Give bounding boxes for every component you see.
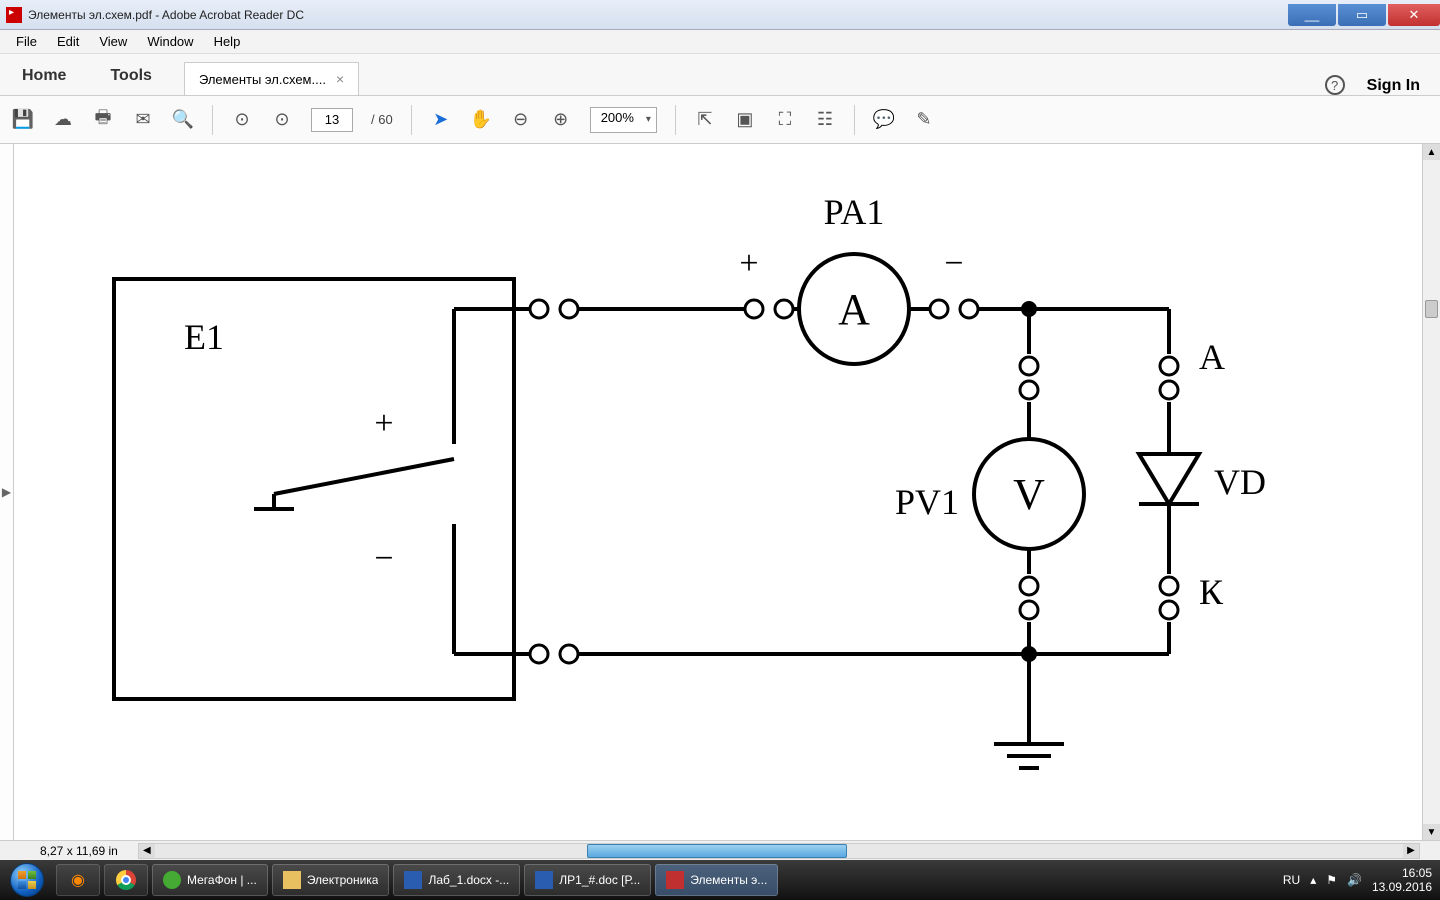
fit-width-icon[interactable]: ⇱ bbox=[694, 109, 716, 131]
search-icon[interactable]: 🔍 bbox=[172, 109, 194, 131]
taskbar-app[interactable]: Лаб_1.docx -... bbox=[393, 864, 520, 896]
svg-text:PA1: PA1 bbox=[824, 192, 885, 232]
tray-flag-icon[interactable]: ⚑ bbox=[1326, 873, 1337, 887]
tray-volume-icon[interactable]: 🔊 bbox=[1347, 873, 1362, 887]
taskbar-chrome-icon[interactable] bbox=[104, 864, 148, 896]
page-number-input[interactable] bbox=[311, 108, 353, 132]
svg-text:К: К bbox=[1199, 572, 1224, 612]
svg-text:+: + bbox=[374, 405, 393, 442]
svg-text:V: V bbox=[1013, 470, 1045, 519]
vertical-scrollbar[interactable]: ▲ ▼ bbox=[1422, 144, 1440, 840]
zoom-in-icon[interactable]: ⊕ bbox=[550, 109, 572, 131]
hand-icon[interactable]: ✋ bbox=[470, 109, 492, 131]
window-titlebar: Элементы эл.схем.pdf - Adobe Acrobat Rea… bbox=[0, 0, 1440, 30]
minimize-button[interactable]: __ bbox=[1288, 4, 1336, 26]
sign-icon[interactable]: ✎ bbox=[913, 109, 935, 131]
tab-close-icon[interactable]: × bbox=[336, 71, 344, 87]
help-icon[interactable]: ? bbox=[1325, 75, 1345, 95]
taskbar-media-icon[interactable]: ◉ bbox=[56, 864, 100, 896]
menu-window[interactable]: Window bbox=[139, 32, 201, 51]
maximize-button[interactable]: ▭ bbox=[1338, 4, 1386, 26]
scroll-down-icon[interactable]: ▼ bbox=[1423, 824, 1440, 840]
page-up-icon[interactable]: ⊙ bbox=[231, 109, 253, 131]
svg-text:PV1: PV1 bbox=[895, 482, 959, 522]
taskbar-app[interactable]: МегаФон | ... bbox=[152, 864, 268, 896]
cloud-icon[interactable]: ☁ bbox=[52, 109, 74, 131]
left-panel-handle[interactable]: ▶ bbox=[0, 144, 14, 840]
save-icon[interactable]: 💾 bbox=[12, 109, 34, 131]
svg-text:−: − bbox=[944, 245, 963, 282]
svg-text:VD: VD bbox=[1214, 462, 1266, 502]
fit-page-icon[interactable]: ▣ bbox=[734, 109, 756, 131]
pointer-icon[interactable]: ➤ bbox=[430, 109, 452, 131]
page-dimensions: 8,27 x 11,69 in bbox=[40, 844, 118, 858]
system-tray: RU ▴ ⚑ 🔊 16:0513.09.2016 bbox=[1283, 866, 1440, 895]
tray-chevron-icon[interactable]: ▴ bbox=[1310, 873, 1316, 887]
svg-text:−: − bbox=[374, 540, 393, 577]
menu-help[interactable]: Help bbox=[206, 32, 249, 51]
tab-document-label: Элементы эл.схем.... bbox=[199, 72, 326, 87]
status-bar: 8,27 x 11,69 in ◀▶ bbox=[0, 840, 1440, 860]
sign-in-button[interactable]: Sign In bbox=[1367, 77, 1420, 95]
close-button[interactable]: ✕ bbox=[1388, 4, 1440, 26]
comment-icon[interactable]: 💬 bbox=[873, 109, 895, 131]
menu-view[interactable]: View bbox=[91, 32, 135, 51]
scroll-up-icon[interactable]: ▲ bbox=[1423, 144, 1440, 160]
page-canvas: E1 + − A PA1 + − А VD К V PV1 bbox=[14, 144, 1426, 840]
svg-text:А: А bbox=[1199, 337, 1225, 377]
taskbar: ◉ МегаФон | ...ЭлектроникаЛаб_1.docx -..… bbox=[0, 860, 1440, 900]
tray-clock[interactable]: 16:0513.09.2016 bbox=[1372, 866, 1432, 895]
fullscreen-icon[interactable]: ⛶ bbox=[774, 109, 796, 131]
tab-document[interactable]: Элементы эл.схем.... × bbox=[184, 62, 359, 95]
document-area: ▶ E1+−APA1+−АVDКVPV1 ◀ bbox=[0, 144, 1440, 840]
tab-home[interactable]: Home bbox=[0, 57, 88, 95]
print-icon[interactable]: 🖶 bbox=[92, 109, 114, 131]
svg-text:+: + bbox=[739, 245, 758, 282]
menu-edit[interactable]: Edit bbox=[49, 32, 87, 51]
page-down-icon[interactable]: ⊙ bbox=[271, 109, 293, 131]
svg-text:A: A bbox=[838, 285, 870, 334]
toolbar: 💾 ☁ 🖶 ✉ 🔍 ⊙ ⊙ / 60 ➤ ✋ ⊖ ⊕ 200% ⇱ ▣ ⛶ ☷ … bbox=[0, 96, 1440, 144]
menu-file[interactable]: File bbox=[8, 32, 45, 51]
taskbar-app[interactable]: Электроника bbox=[272, 864, 390, 896]
zoom-out-icon[interactable]: ⊖ bbox=[510, 109, 532, 131]
start-button[interactable] bbox=[0, 860, 54, 900]
menu-bar: File Edit View Window Help bbox=[0, 30, 1440, 54]
page-total: / 60 bbox=[371, 112, 393, 127]
tab-tools[interactable]: Tools bbox=[88, 57, 173, 95]
circuit-diagram: E1 + − A PA1 + − А VD К V PV1 bbox=[34, 144, 1394, 824]
tray-lang[interactable]: RU bbox=[1283, 873, 1300, 887]
horizontal-scrollbar[interactable]: ◀▶ bbox=[138, 843, 1420, 859]
zoom-select[interactable]: 200% bbox=[590, 107, 657, 133]
taskbar-app[interactable]: Элементы э... bbox=[655, 864, 778, 896]
svg-text:E1: E1 bbox=[184, 317, 224, 357]
app-icon bbox=[6, 7, 22, 23]
window-title: Элементы эл.схем.pdf - Adobe Acrobat Rea… bbox=[28, 8, 1286, 22]
mail-icon[interactable]: ✉ bbox=[132, 109, 154, 131]
read-mode-icon[interactable]: ☷ bbox=[814, 109, 836, 131]
tab-bar: Home Tools Элементы эл.схем.... × ? Sign… bbox=[0, 54, 1440, 96]
taskbar-app[interactable]: ЛР1_#.doc [Р... bbox=[524, 864, 651, 896]
